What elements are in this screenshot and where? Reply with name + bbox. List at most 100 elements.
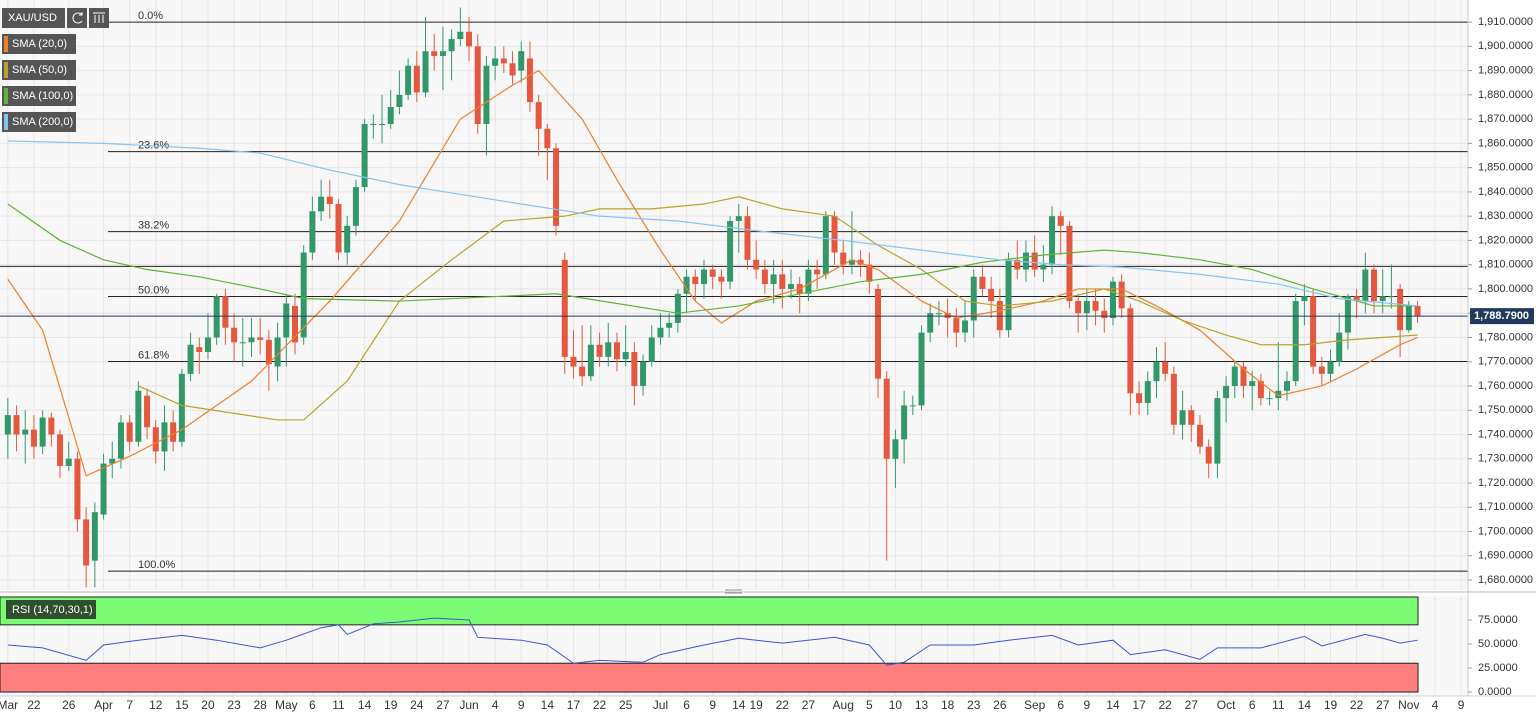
candle-body [857, 259, 864, 265]
candle-body [100, 463, 107, 515]
candle-body [291, 305, 298, 343]
candle-body [1231, 366, 1238, 386]
rsi-legend-box[interactable] [6, 600, 96, 619]
y-tick-label: 1,700.0000 [1478, 525, 1533, 537]
x-tick-label: 10 [889, 698, 903, 712]
candle-body [613, 342, 620, 360]
candle-body [718, 276, 725, 282]
candle-body [222, 296, 229, 328]
candle-body [1284, 381, 1291, 391]
y-tick-label: 1,820.0000 [1478, 234, 1533, 246]
candle-body [1205, 446, 1212, 464]
legend-box[interactable] [2, 86, 76, 106]
candle-body [483, 65, 490, 124]
x-tick-label: 15 [175, 698, 189, 712]
x-tick-label: 23 [227, 698, 241, 712]
x-tick-label: 23 [967, 698, 981, 712]
candle-body [1005, 259, 1012, 331]
candle-body [239, 342, 246, 344]
candle-body [640, 361, 647, 386]
candle-body [605, 342, 612, 357]
candle-body [1170, 373, 1177, 425]
fib-label: 100.0% [138, 559, 176, 571]
candle-body [753, 259, 760, 270]
y-tick-label: 1,750.0000 [1478, 404, 1533, 416]
candle-body [735, 216, 742, 222]
x-tick-label: 6 [683, 698, 690, 712]
candle-body [1031, 252, 1038, 270]
candle-body [1275, 390, 1282, 399]
candle-body [561, 259, 568, 357]
candle-body [283, 303, 290, 338]
candle-body [918, 332, 925, 406]
candle-body [892, 439, 899, 459]
candle-body [579, 366, 586, 377]
x-tick-label: 9 [1084, 698, 1091, 712]
y-tick-label: 1,850.0000 [1478, 162, 1533, 174]
x-tick-label: 5 [866, 698, 873, 712]
candle-body [622, 352, 629, 360]
sma-line [138, 196, 1418, 421]
x-tick-label: Aug [833, 698, 854, 712]
x-tick-label: 27 [1185, 698, 1199, 712]
rsi-zone [0, 596, 1419, 626]
legend-box[interactable] [2, 112, 76, 132]
candle-body [1388, 296, 1395, 298]
candle-body [1336, 332, 1343, 362]
last-price-tag [1470, 308, 1534, 325]
candle-body [1075, 301, 1082, 314]
x-tick-label: 11 [1272, 698, 1285, 712]
candle-body [1127, 308, 1134, 394]
candle-body [1344, 296, 1351, 333]
x-tick-label: 9 [709, 698, 716, 712]
x-tick-label: Mar [0, 698, 18, 712]
candle-body [831, 216, 838, 253]
x-tick-label: Oct [1217, 698, 1236, 712]
candle-body [944, 313, 951, 319]
candle-body [683, 276, 690, 294]
symbol-box[interactable] [2, 8, 65, 28]
candle-body [13, 415, 20, 435]
candle-body [126, 422, 133, 442]
x-tick-label: 22 [593, 698, 607, 712]
refresh-button[interactable] [67, 8, 87, 28]
candle-body [448, 39, 455, 52]
y-tick-label: 1,770.0000 [1478, 356, 1533, 368]
x-tick-label: 14 [541, 698, 555, 712]
candle-body [657, 327, 664, 338]
x-tick-label: 19 [1324, 698, 1338, 712]
candle-body [30, 429, 37, 447]
divider-handle[interactable] [725, 589, 742, 594]
candle-body [761, 269, 768, 285]
y-tick-label: 1,860.0000 [1478, 137, 1533, 149]
candle-body [1292, 301, 1299, 382]
candle-body [840, 252, 847, 265]
candle-body [161, 422, 168, 452]
legend-box[interactable] [2, 34, 76, 54]
x-tick-label: 9 [518, 698, 525, 712]
candle-body [1066, 225, 1073, 302]
legend-label: SMA (50,0) [12, 64, 67, 76]
candle-body [4, 415, 11, 435]
candle-body [361, 123, 368, 188]
candle-body [422, 51, 429, 93]
candle-body [779, 274, 786, 289]
candle-body [204, 337, 211, 353]
last-price-label: 1,788.7900 [1474, 310, 1529, 322]
candle-body [91, 512, 98, 561]
candle-body [700, 269, 707, 285]
x-tick-label: 25 [619, 698, 633, 712]
x-tick-label: 26 [993, 698, 1007, 712]
candle-body [396, 94, 403, 107]
candle-body [1266, 398, 1273, 400]
legend-box[interactable] [2, 60, 76, 80]
candle-body [274, 337, 281, 367]
candle-body [988, 288, 995, 302]
candle-body [526, 58, 533, 103]
settings-icon [93, 12, 105, 23]
y-tick-label: 25.0000 [1478, 662, 1518, 674]
candle-body [1257, 381, 1264, 399]
candle-body [848, 259, 855, 265]
candle-body [457, 31, 464, 40]
